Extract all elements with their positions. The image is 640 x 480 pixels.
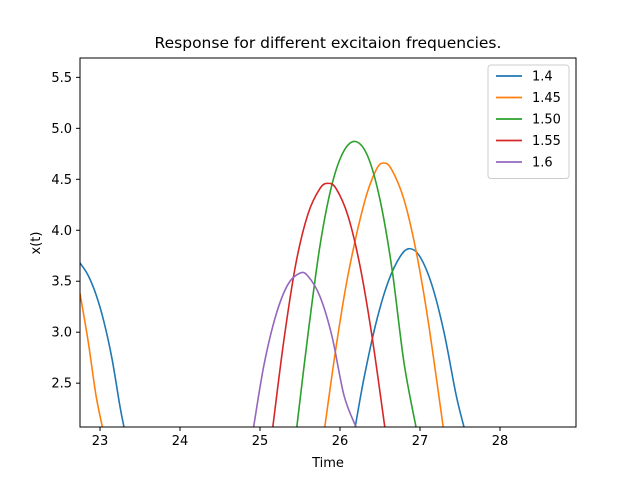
legend-label: 1.55 [532,134,561,149]
legend-label: 1.45 [532,91,561,106]
legend-box [487,64,570,179]
x-tick-label: 24 [172,434,189,449]
series-line-0-arc-0 [80,262,125,427]
x-tick-label: 23 [92,434,109,449]
y-axis: 2.5 3.0 3.5 4.0 4.5 5.0 5.5 [51,71,80,392]
legend-label: 1.50 [532,113,561,128]
plot-frame [79,57,577,428]
x-axis: 23 24 25 26 27 28 [92,427,509,449]
y-tick-label: 5.5 [51,71,72,86]
y-tick-label: 3.5 [51,275,72,290]
y-tick-label: 5.0 [51,122,72,137]
legend: 1.4 1.45 1.50 1.55 1.6 [487,64,570,179]
x-axis-label: Time [311,456,344,471]
series-line-1-arc-1 [324,162,444,427]
series-line-4-arc-0 [252,271,357,427]
y-axis-label: x(t) [29,232,44,255]
y-tick-label: 2.5 [51,377,72,392]
series-line-3-arc-0 [272,182,386,427]
legend-label: 1.4 [532,70,553,85]
chart-title: Response for different excitaion frequen… [155,34,502,52]
x-tick-label: 28 [492,434,509,449]
y-tick-label: 3.0 [51,326,72,341]
y-tick-label: 4.0 [51,224,72,239]
series-line-1-arc-0 [80,293,104,427]
series-layer [80,140,465,427]
y-tick-label: 4.5 [51,173,72,188]
x-tick-label: 27 [412,434,429,449]
x-tick-label: 25 [252,434,269,449]
x-tick-label: 26 [332,434,349,449]
series-line-2-arc-0 [296,140,417,427]
legend-label: 1.6 [532,156,553,171]
